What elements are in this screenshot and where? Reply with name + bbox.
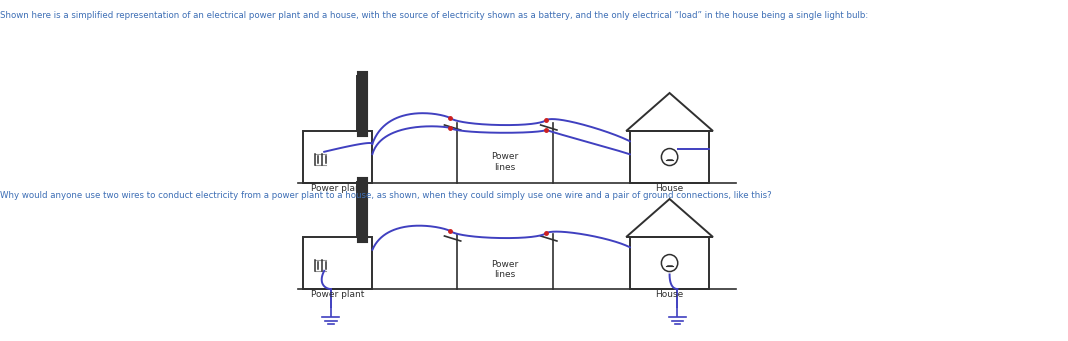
Text: House: House: [656, 290, 684, 299]
Text: Power
lines: Power lines: [491, 260, 519, 280]
Text: Power plant: Power plant: [311, 184, 364, 193]
Bar: [303, 237, 373, 289]
Text: House: House: [656, 184, 684, 193]
Text: Power plant: Power plant: [311, 290, 364, 299]
Text: Why would anyone use two wires to conduct electricity from a power plant to a ho: Why would anyone use two wires to conduc…: [0, 191, 771, 200]
Bar: [303, 131, 373, 183]
Bar: [630, 237, 709, 289]
Text: Shown here is a simplified representation of an electrical power plant and a hou: Shown here is a simplified representatio…: [0, 11, 868, 20]
Text: Power
lines: Power lines: [491, 152, 519, 172]
Bar: [357, 182, 366, 237]
Bar: [357, 76, 366, 131]
Bar: [630, 131, 709, 183]
